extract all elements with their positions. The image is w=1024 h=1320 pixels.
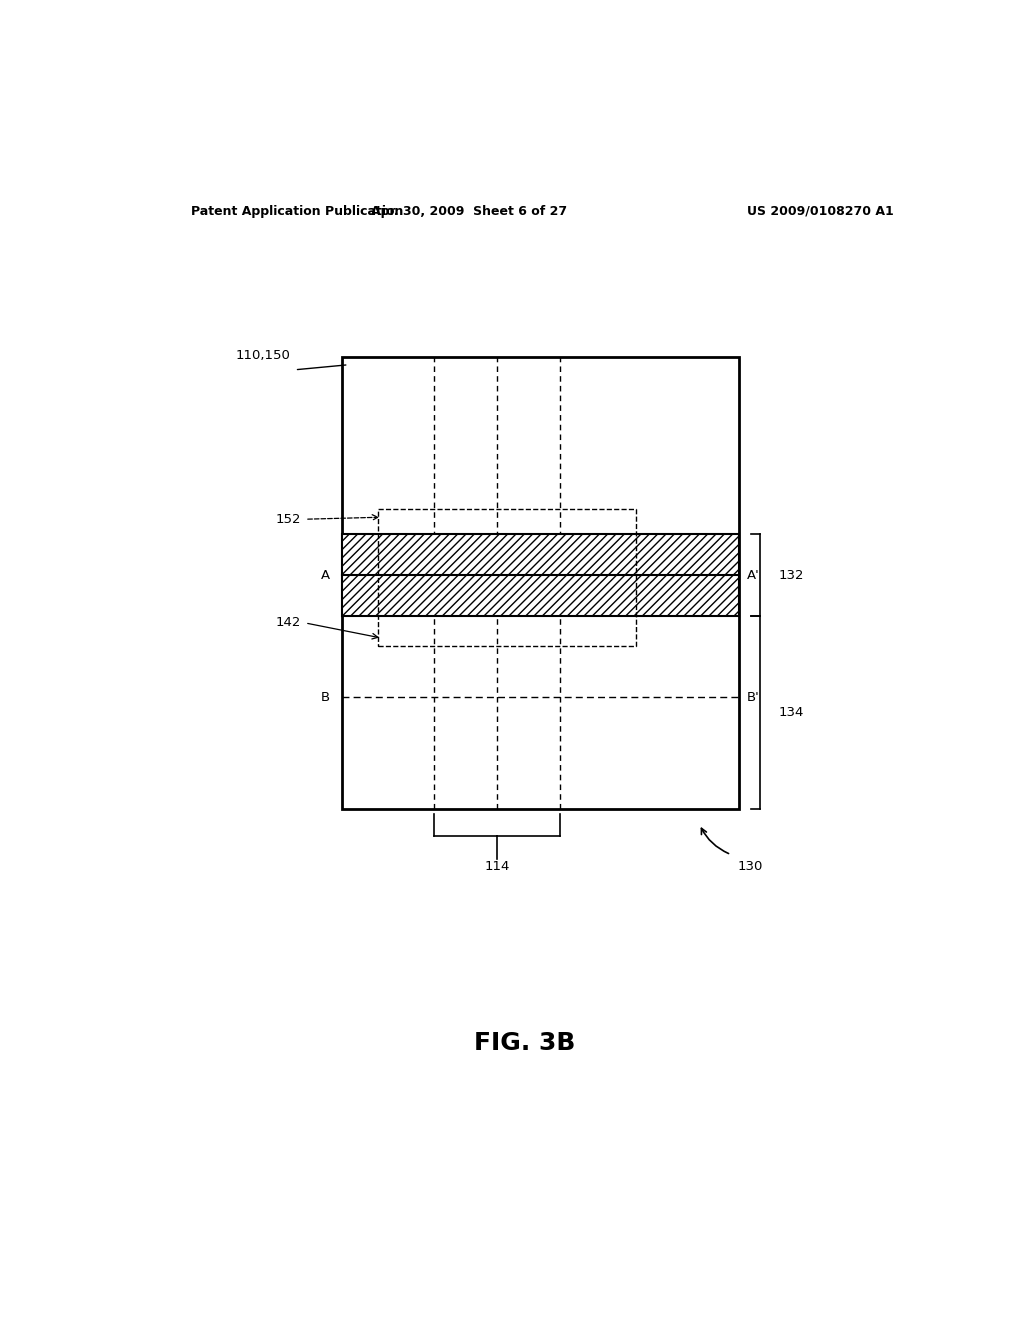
Text: 114: 114 [484,859,510,873]
Text: FIG. 3B: FIG. 3B [474,1031,575,1055]
Text: 142: 142 [275,616,301,630]
Text: 152: 152 [275,512,301,525]
Text: Apr. 30, 2009  Sheet 6 of 27: Apr. 30, 2009 Sheet 6 of 27 [371,205,567,218]
Text: 134: 134 [778,706,804,719]
Bar [342,356,739,809]
Bar [342,535,739,615]
Text: Patent Application Publication: Patent Application Publication [191,205,403,218]
Text: US 2009/0108270 A1: US 2009/0108270 A1 [748,205,894,218]
Text: 110,150: 110,150 [236,348,291,362]
Text: B': B' [748,690,760,704]
Text: 130: 130 [737,859,763,873]
Text: B: B [322,690,331,704]
Bar [378,510,636,647]
Text: A: A [322,569,331,582]
Text: 132: 132 [778,569,804,582]
Text: A': A' [748,569,760,582]
